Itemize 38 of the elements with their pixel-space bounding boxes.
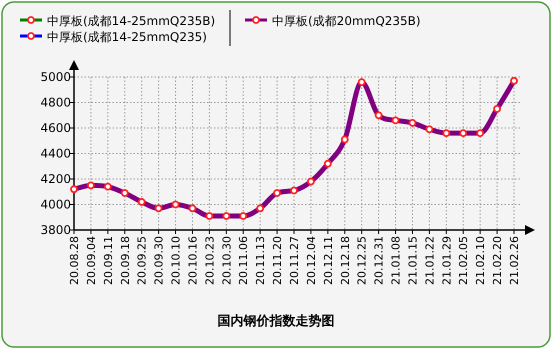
x-tick-label: 21.01.15 bbox=[406, 236, 420, 285]
x-tick-label: 20.12.18 bbox=[338, 236, 352, 285]
x-tick-label: 20.09.04 bbox=[84, 236, 98, 285]
x-tick-label: 21.01.29 bbox=[440, 236, 454, 285]
x-tick-label: 21.01.22 bbox=[423, 236, 436, 285]
x-tick-label: 20.11.20 bbox=[271, 236, 284, 285]
x-tick-label: 20.09.25 bbox=[136, 236, 149, 285]
legend-label: 中厚板(成都20mmQ235B) bbox=[272, 14, 421, 28]
x-tick-label: 21.01.08 bbox=[390, 236, 403, 285]
x-tick-label: 21.02.05 bbox=[457, 236, 470, 285]
x-tick-label: 20.10.10 bbox=[170, 236, 183, 285]
x-tick-label: 20.11.27 bbox=[288, 236, 301, 285]
x-tick-label: 20.11.06 bbox=[237, 236, 250, 285]
x-tick-label: 20.12.04 bbox=[304, 236, 318, 285]
x-tick-label: 20.12.31 bbox=[372, 236, 386, 285]
legend-label: 中厚板(成都14-25mmQ235) bbox=[47, 30, 207, 44]
x-tick-label: 20.08.28 bbox=[68, 236, 81, 285]
y-tick-label: 4000 bbox=[40, 198, 71, 212]
y-tick-label: 4200 bbox=[40, 172, 71, 186]
text: 国内钢价指数走势图 bbox=[218, 313, 334, 329]
y-tick-label: 5000 bbox=[40, 70, 71, 84]
x-tick-label: 21.02.10 bbox=[474, 236, 488, 285]
y-tick-label: 4800 bbox=[40, 96, 71, 110]
x-tick-label: 20.10.23 bbox=[203, 236, 216, 285]
x-tick-label: 20.09.30 bbox=[152, 236, 166, 285]
x-tick-label: 20.10.30 bbox=[220, 236, 234, 285]
x-tick-label: 21.02.20 bbox=[491, 236, 504, 285]
x-tick-label: 21.02.26 bbox=[508, 236, 521, 285]
y-tick-label: 4400 bbox=[40, 146, 71, 160]
y-tick-label: 3800 bbox=[40, 223, 71, 237]
x-tick-label: 20.10.16 bbox=[186, 236, 200, 285]
y-tick-label: 4600 bbox=[40, 121, 71, 135]
x-tick-label: 20.12.25 bbox=[356, 236, 369, 285]
legend-label: 中厚板(成都14-25mmQ235B) bbox=[47, 14, 216, 28]
x-tick-label: 20.09.18 bbox=[118, 236, 132, 285]
x-tick-label: 20.12.11 bbox=[322, 236, 335, 285]
x-tick-label: 20.11.13 bbox=[254, 236, 268, 285]
x-tick-label: 20.09.11 bbox=[102, 236, 115, 285]
